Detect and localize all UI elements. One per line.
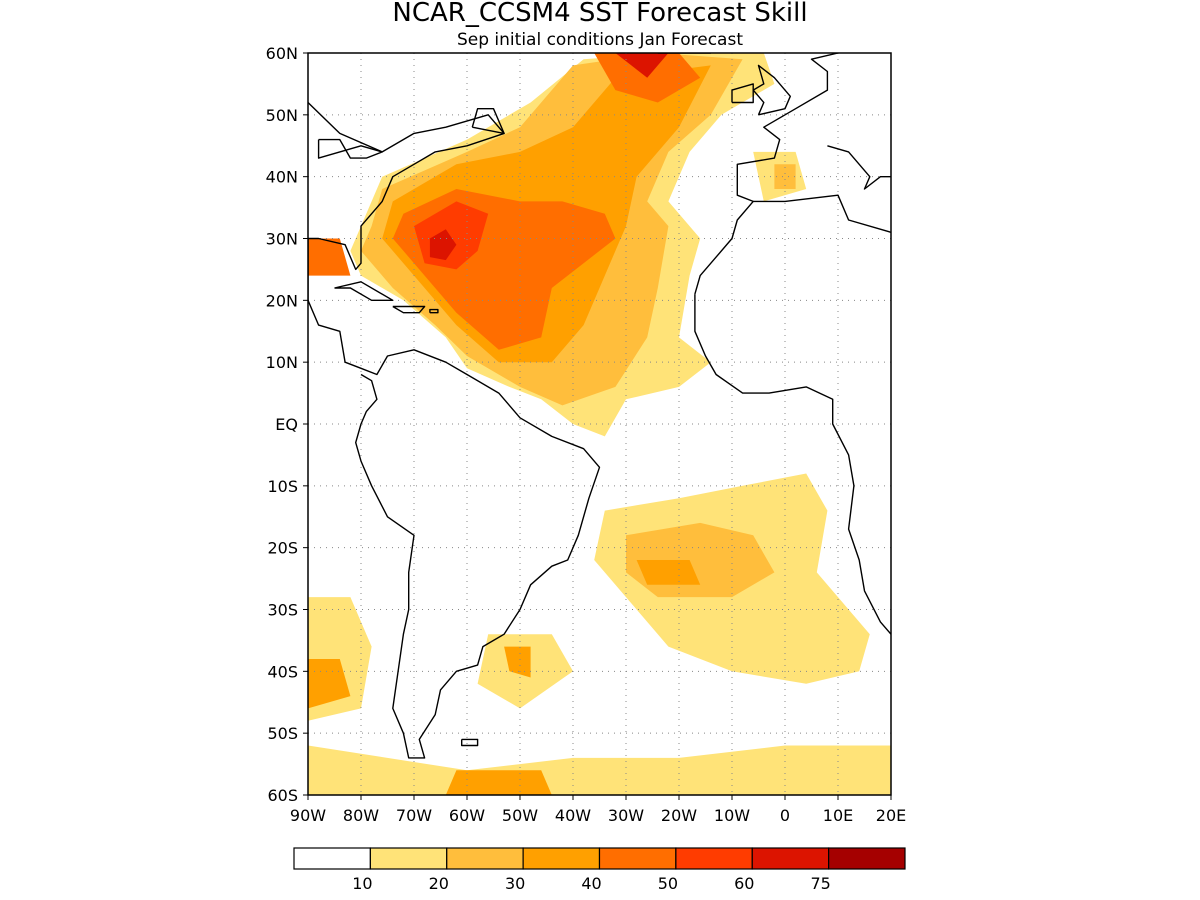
legend-label: 10 — [352, 874, 372, 893]
lat-tick-label: 40S — [267, 662, 298, 681]
coastline-hispaniola — [392, 305, 426, 314]
coastline-cuba — [334, 281, 394, 301]
lat-tick-label: EQ — [275, 415, 298, 434]
color-legend: 10 20 30 40 50 60 75 — [293, 847, 906, 893]
latitude-axis: 60N 50N 40N 30N 20N 10N EQ 10S 20S 30S 40S 50S 60S — [266, 44, 308, 805]
lat-tick-label: 50N — [266, 106, 298, 125]
skill-region — [636, 560, 701, 585]
lat-tick-label: 20S — [267, 539, 298, 558]
legend-label: 40 — [581, 874, 601, 893]
lon-tick-label: 80W — [343, 806, 379, 825]
plot-area — [307, 52, 892, 796]
lat-tick-label: 30N — [266, 230, 298, 249]
skill-region — [308, 238, 351, 276]
lat-tick-label: 60N — [266, 44, 298, 63]
lon-tick-label: 10W — [714, 806, 750, 825]
coastline-britain — [752, 64, 791, 116]
legend-swatch — [675, 847, 753, 870]
legend-label: 30 — [505, 874, 525, 893]
lat-tick-label: 40N — [266, 168, 298, 187]
lon-tick-label: 0 — [780, 806, 790, 825]
legend-label: 75 — [810, 874, 830, 893]
legend-swatch — [369, 847, 448, 870]
skill-region — [615, 53, 669, 78]
lon-tick-label: 70W — [396, 806, 432, 825]
coastline-africa-west — [694, 294, 891, 635]
lon-tick-label: 10E — [823, 806, 853, 825]
lon-tick-label: 50W — [502, 806, 538, 825]
legend-swatch — [751, 847, 830, 870]
skill-shading — [308, 53, 891, 795]
lat-tick-label: 50S — [267, 724, 298, 743]
longitude-axis: 90W 80W 70W 60W 50W 40W 30W 20W 10W 0 10E 20E — [290, 795, 906, 825]
legend-label: 60 — [734, 874, 754, 893]
coastline-ireland — [731, 83, 754, 104]
skill-region — [504, 646, 531, 678]
lat-tick-label: 10N — [266, 353, 298, 372]
grid-lines — [308, 53, 891, 795]
coastline-great-lakes — [317, 138, 383, 159]
coastline-italy — [827, 145, 891, 190]
skill-region — [774, 164, 796, 189]
lon-tick-label: 20E — [876, 806, 906, 825]
legend-swatch — [522, 847, 601, 870]
legend-label: 50 — [658, 874, 678, 893]
coastline-americas — [308, 101, 601, 759]
coastlines — [308, 53, 891, 759]
chart-subtitle: Sep initial conditions Jan Forecast — [457, 30, 743, 50]
coastline-mediterranean — [753, 194, 891, 233]
legend-label: 20 — [429, 874, 449, 893]
coastline-falklands — [461, 738, 479, 747]
lat-tick-label: 60S — [267, 786, 298, 805]
coastline-newfoundland — [471, 107, 505, 135]
lon-tick-label: 30W — [608, 806, 644, 825]
lat-tick-label: 20N — [266, 291, 298, 310]
legend-swatch — [598, 847, 677, 870]
legend-swatch — [446, 847, 524, 870]
lat-tick-label: 10S — [267, 477, 298, 496]
lon-tick-label: 20W — [661, 806, 697, 825]
lon-tick-label: 40W — [555, 806, 591, 825]
chart-title: NCAR_CCSM4 SST Forecast Skill — [392, 0, 807, 28]
legend-swatch — [828, 847, 906, 870]
lon-tick-label: 60W — [449, 806, 485, 825]
skill-region — [308, 659, 351, 709]
skill-region — [594, 53, 701, 103]
skill-region — [445, 770, 552, 795]
legend-swatch — [293, 847, 371, 870]
lon-tick-label: 90W — [290, 806, 326, 825]
lat-tick-label: 30S — [267, 601, 298, 620]
skill-region — [429, 229, 457, 261]
coastline-africa-europe — [694, 53, 839, 295]
coastline-puerto-rico — [429, 308, 439, 314]
